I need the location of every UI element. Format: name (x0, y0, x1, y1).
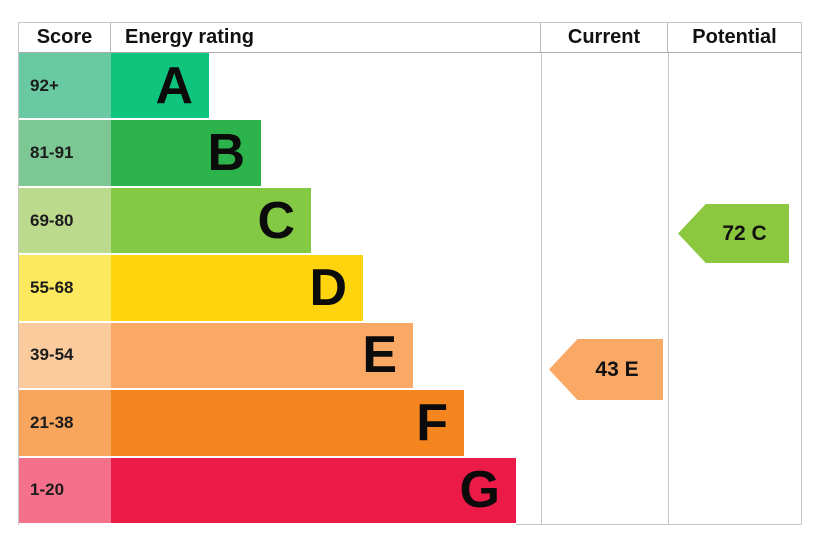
band-bar-b: B (111, 120, 261, 188)
band-row-g: 1-20 G (19, 457, 801, 525)
band-letter-b: B (207, 124, 245, 183)
potential-rating-label: 72 C (722, 221, 767, 245)
band-bar-a: A (111, 53, 209, 121)
score-range-c: 69-80 (19, 187, 111, 256)
band-letter-g: G (459, 461, 500, 520)
score-range-f: 21-38 (19, 390, 111, 458)
band-letter-a: A (155, 56, 193, 115)
epc-rating-chart: Score Energy rating Current Potential 92… (18, 22, 802, 525)
score-range-b: 81-91 (19, 120, 111, 188)
band-letter-d: D (309, 258, 347, 317)
current-column-header: Current (541, 23, 668, 52)
band-bar-e: E (111, 322, 413, 391)
energy-rating-column-header: Energy rating (111, 23, 541, 52)
score-column-header: Score (19, 23, 111, 52)
current-rating-label: 43 E (595, 357, 639, 381)
potential-column-header: Potential (692, 26, 777, 48)
header-row: Score Energy rating Current Potential (19, 23, 801, 53)
band-row-c: 69-80 C (19, 187, 801, 256)
score-range-e: 39-54 (19, 322, 111, 391)
band-letter-f: F (416, 393, 448, 452)
band-bar-c: C (111, 187, 311, 256)
score-range-g: 1-20 (19, 457, 111, 525)
score-range-a: 92+ (19, 53, 111, 121)
band-bar-f: F (111, 390, 464, 458)
band-letter-c: C (257, 191, 295, 250)
band-row-f: 21-38 F (19, 390, 801, 458)
bands-area: 92+ A 81-91 B 69-80 C 55-68 D 39-54 (19, 53, 801, 525)
band-bar-d: D (111, 255, 363, 323)
band-bar-g: G (111, 457, 516, 525)
current-column-divider (541, 53, 542, 525)
band-letter-e: E (362, 326, 397, 385)
band-row-e: 39-54 E (19, 322, 801, 391)
score-range-d: 55-68 (19, 255, 111, 323)
band-row-d: 55-68 D (19, 255, 801, 323)
band-row-a: 92+ A (19, 53, 801, 121)
band-row-b: 81-91 B (19, 120, 801, 188)
potential-column-divider (668, 53, 669, 525)
